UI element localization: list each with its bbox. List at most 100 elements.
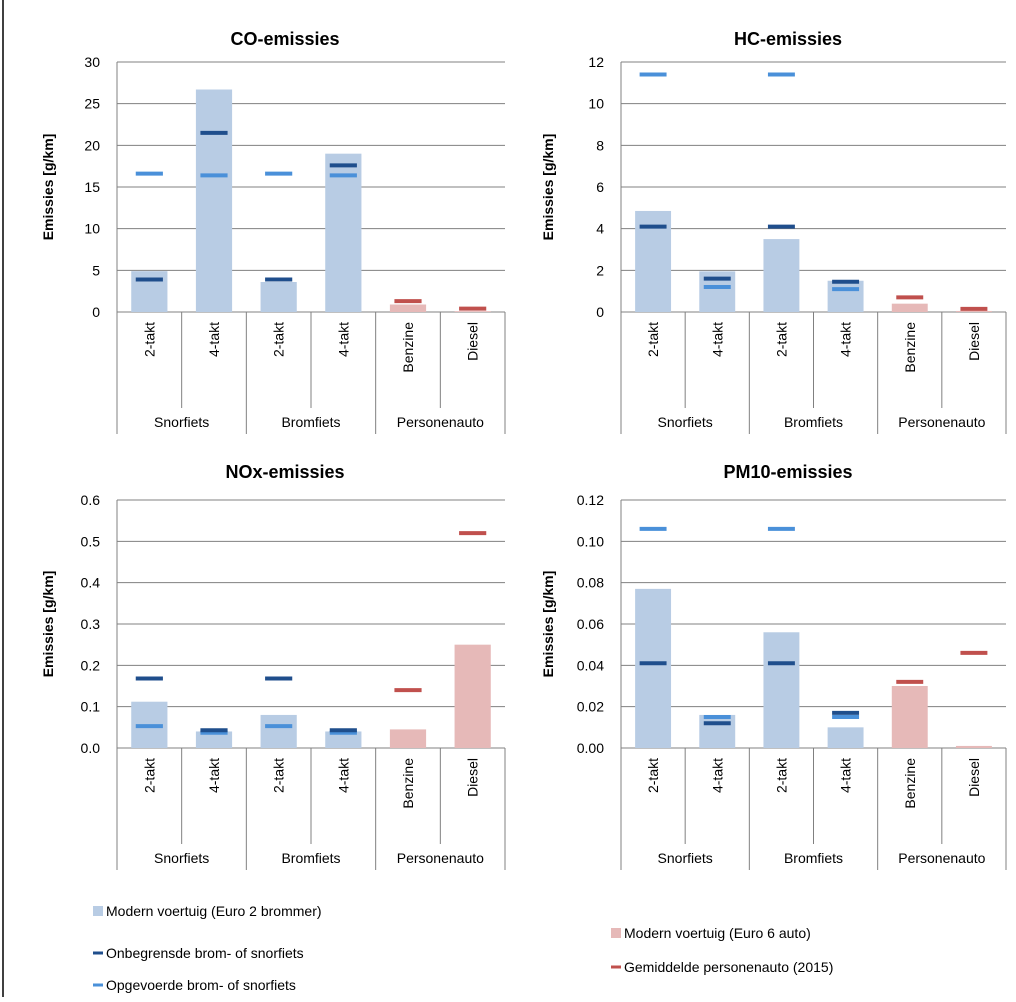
y-axis-label: Emissies [g/km] xyxy=(40,134,56,241)
x-tick-label: Benzine xyxy=(400,758,416,809)
bar xyxy=(260,714,297,748)
chart-3: NOx-emissies Emissies [g/km] 0.0 0.1 0.2 0.3 0… xyxy=(40,462,506,870)
x-tick-label: 4-takt xyxy=(709,322,725,357)
group-label: Personenauto xyxy=(397,414,484,430)
bar xyxy=(891,686,928,748)
legend-label: Modern voertuig (Euro 2 brommer) xyxy=(106,903,322,919)
y-tick-label: 0.02 xyxy=(577,699,604,715)
x-tick-label: 2-takt xyxy=(271,758,287,793)
y-tick-label: 25 xyxy=(84,96,100,112)
x-tick-label: 4-takt xyxy=(838,758,854,793)
x-tick-label: 4-takt xyxy=(206,758,222,793)
group-label: Bromfiets xyxy=(281,850,340,866)
bar xyxy=(699,714,736,748)
x-tick-label: 2-takt xyxy=(271,322,287,357)
chart-4: PM10-emissies Emissies [g/km] 0.00 0.02 0.04… xyxy=(540,462,1007,870)
group-label: Bromfiets xyxy=(784,414,843,430)
x-tick-label: 2-takt xyxy=(773,322,789,357)
bar xyxy=(389,729,427,748)
y-tick-label: 0.06 xyxy=(577,616,604,632)
bar xyxy=(195,89,233,312)
y-tick-label: 15 xyxy=(84,179,100,195)
bar xyxy=(454,644,491,748)
y-tick-label: 0.08 xyxy=(577,575,604,591)
legend-item-modern_auto: Modern voertuig (Euro 6 auto) xyxy=(611,925,811,941)
y-tick-label: 0.2 xyxy=(81,657,101,673)
legend-item-modern_brommer: Modern voertuig (Euro 2 brommer) xyxy=(93,903,322,919)
y-tick-label: 4 xyxy=(596,221,604,237)
y-tick-label: 0.0 xyxy=(81,740,101,756)
group-label: Snorfiets xyxy=(658,850,713,866)
y-tick-label: 12 xyxy=(588,54,604,70)
legend-swatch xyxy=(93,906,103,916)
group-label: Snorfiets xyxy=(154,414,209,430)
legend-item-gemiddeld_auto: Gemiddelde personenauto (2015) xyxy=(611,959,833,975)
y-tick-label: 0.10 xyxy=(577,533,604,549)
bar xyxy=(827,727,864,748)
x-tick-label: Diesel xyxy=(966,758,982,797)
legend-label: Onbegrensde brom- of snorfiets xyxy=(106,945,304,961)
x-tick-label: 4-takt xyxy=(709,758,725,793)
legend-swatch xyxy=(611,928,621,938)
group-label: Snorfiets xyxy=(658,414,713,430)
y-tick-label: 0.12 xyxy=(577,492,604,508)
x-tick-label: 2-takt xyxy=(141,322,157,357)
y-tick-label: 6 xyxy=(596,179,604,195)
bar xyxy=(955,745,992,748)
y-tick-label: 0.5 xyxy=(81,533,101,549)
chart-2: HC-emissies Emissies [g/km] 0 2 4 6 8 10 12 2-tak… xyxy=(540,29,1007,434)
y-tick-label: 0.00 xyxy=(577,740,604,756)
chart-1: CO-emissies Emissies [g/km] 0 5 10 15 20 25 30 2-… xyxy=(40,29,506,434)
y-axis-label: Emissies [g/km] xyxy=(540,134,556,241)
x-tick-label: Benzine xyxy=(400,322,416,373)
bar xyxy=(635,588,672,748)
y-tick-label: 30 xyxy=(84,54,100,70)
y-tick-label: 10 xyxy=(588,96,604,112)
bar xyxy=(260,282,297,312)
x-tick-label: 4-takt xyxy=(206,322,222,357)
y-axis-label: Emissies [g/km] xyxy=(540,571,556,678)
x-tick-label: Diesel xyxy=(966,322,982,361)
y-axis-label: Emissies [g/km] xyxy=(40,571,56,678)
legend-label: Opgevoerde brom- of snorfiets xyxy=(106,977,296,993)
group-label: Bromfiets xyxy=(784,850,843,866)
x-tick-label: Diesel xyxy=(465,758,481,797)
y-tick-label: 0.4 xyxy=(81,575,101,591)
bar xyxy=(195,731,233,748)
chart-title: HC-emissies xyxy=(734,29,842,49)
legend-label: Modern voertuig (Euro 6 auto) xyxy=(624,925,811,941)
chart-title: CO-emissies xyxy=(230,29,339,49)
bar xyxy=(891,303,928,312)
legend: Modern voertuig (Euro 2 brommer) Onbegren… xyxy=(93,903,833,993)
x-tick-label: 4-takt xyxy=(335,322,351,357)
x-tick-label: 2-takt xyxy=(141,758,157,793)
x-tick-label: 2-takt xyxy=(773,758,789,793)
bar xyxy=(325,731,362,748)
bar xyxy=(454,311,491,312)
y-tick-label: 0.3 xyxy=(81,616,101,632)
y-tick-label: 0 xyxy=(92,304,100,320)
chart-title: PM10-emissies xyxy=(723,462,852,482)
x-tick-label: 2-takt xyxy=(645,758,661,793)
group-label: Bromfiets xyxy=(281,414,340,430)
bar xyxy=(389,304,427,312)
chart-title: NOx-emissies xyxy=(225,462,344,482)
x-tick-label: Diesel xyxy=(465,322,481,361)
y-tick-label: 0.04 xyxy=(577,657,604,673)
x-tick-label: Benzine xyxy=(902,758,918,809)
bar xyxy=(131,271,168,312)
y-tick-label: 0.6 xyxy=(81,492,101,508)
y-tick-label: 8 xyxy=(596,137,604,153)
x-tick-label: 4-takt xyxy=(838,322,854,357)
y-tick-label: 10 xyxy=(84,221,100,237)
bar xyxy=(325,153,362,312)
group-label: Personenauto xyxy=(898,414,985,430)
x-tick-label: Benzine xyxy=(902,322,918,373)
bar xyxy=(763,239,800,312)
group-label: Snorfiets xyxy=(154,850,209,866)
legend-item-opgevoerd: Opgevoerde brom- of snorfiets xyxy=(93,977,296,993)
y-tick-label: 5 xyxy=(92,262,100,278)
